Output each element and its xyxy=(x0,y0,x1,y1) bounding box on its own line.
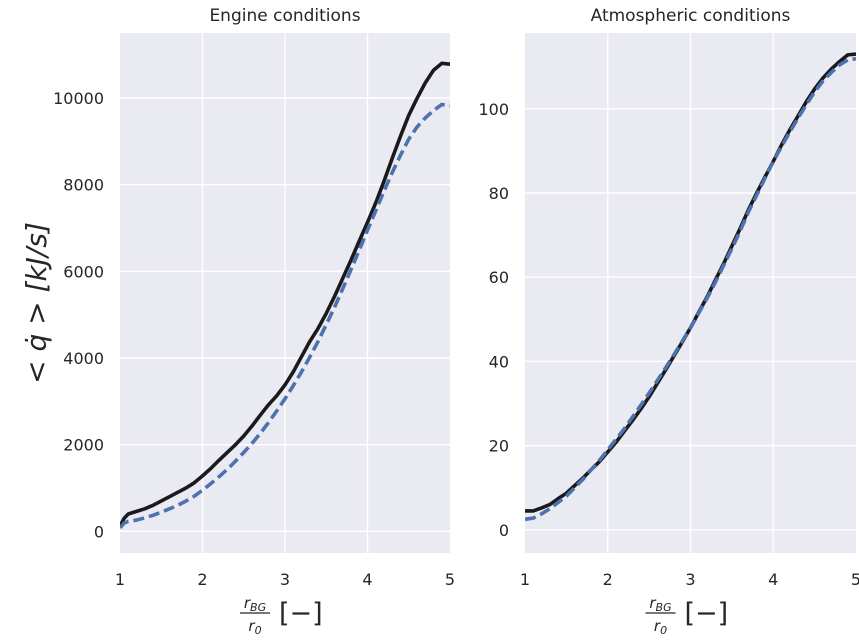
x-label-denominator-main: r xyxy=(654,617,661,635)
panel-engine: 1 2 3 4 5 0 2000 4000 6000 8000 10000 Engine condit… xyxy=(20,6,455,637)
series-group xyxy=(120,61,450,530)
y-tick-label: 0 xyxy=(499,521,509,540)
x-tick-label: 2 xyxy=(603,570,613,589)
y-tick-label: 6000 xyxy=(63,262,104,281)
y-tick-label: 4000 xyxy=(63,349,104,368)
x-tick-label: 4 xyxy=(768,570,778,589)
x-label-numerator: rBG xyxy=(244,594,266,614)
x-label-denominator-sub: 0 xyxy=(660,624,667,637)
series-line-dashed xyxy=(120,102,450,530)
panel-title: Engine conditions xyxy=(209,6,360,26)
x-label-unit: [−] xyxy=(685,598,729,629)
x-label-denominator-sub: 0 xyxy=(255,624,262,637)
series-line-solid xyxy=(120,61,450,527)
y-tick-label: 60 xyxy=(489,268,509,287)
x-label-numerator: rBG xyxy=(649,594,671,614)
x-tick-label: 1 xyxy=(520,570,530,589)
panel-title: Atmospheric conditions xyxy=(591,6,791,26)
y-tick-label: 80 xyxy=(489,184,509,203)
x-tick-label: 5 xyxy=(445,570,455,589)
y-tick-label: 8000 xyxy=(63,176,104,195)
series-line-dashed xyxy=(525,56,856,522)
x-tick-label: 5 xyxy=(851,570,859,589)
x-label-denominator: r0 xyxy=(248,617,261,637)
y-tick-label: 100 xyxy=(478,100,509,119)
y-tick-label: 0 xyxy=(94,522,104,541)
y-tick-label: 2000 xyxy=(63,436,104,455)
y-tick-label: 10000 xyxy=(53,89,104,108)
y-axis-label: < q̇ > [kJ/s] xyxy=(20,222,53,384)
series-group xyxy=(525,52,856,522)
x-tick-label: 3 xyxy=(685,570,695,589)
y-tick-label: 40 xyxy=(489,352,509,371)
y-tick-label: 20 xyxy=(489,437,509,456)
panel-atmospheric: 1 2 3 4 5 0 20 40 60 80 100 Atmospheric conditions r… xyxy=(478,6,859,637)
x-tick-label: 2 xyxy=(197,570,207,589)
x-label-unit: [−] xyxy=(279,598,323,629)
x-label-numerator-sub: BG xyxy=(656,601,672,614)
x-label-denominator: r0 xyxy=(654,617,667,637)
x-label-numerator-sub: BG xyxy=(250,601,266,614)
x-label-denominator-main: r xyxy=(248,617,255,635)
x-tick-label: 4 xyxy=(362,570,372,589)
x-label-numerator-main: r xyxy=(244,594,251,612)
x-tick-label: 1 xyxy=(115,570,125,589)
x-tick-label: 3 xyxy=(280,570,290,589)
x-label-numerator-main: r xyxy=(649,594,656,612)
